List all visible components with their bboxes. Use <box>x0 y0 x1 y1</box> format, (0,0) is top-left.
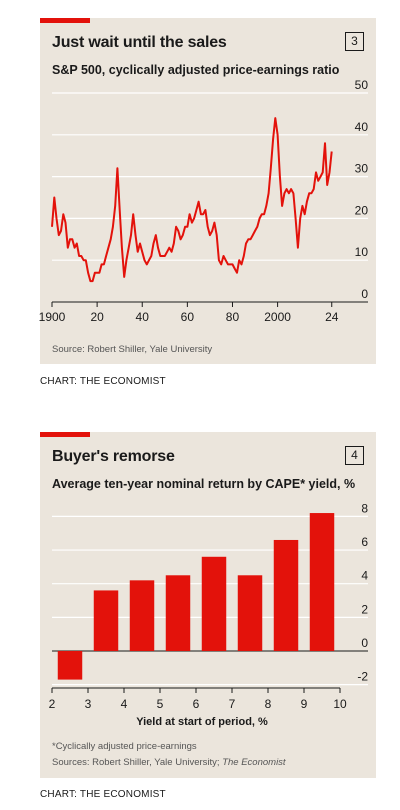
y-tick-label: 6 <box>361 535 368 549</box>
red-tab <box>40 18 90 23</box>
x-tick-label: 2000 <box>264 310 291 324</box>
chart-subtitle: Average ten-year nominal return by CAPE*… <box>52 477 356 491</box>
bar <box>129 580 155 651</box>
red-tab <box>40 432 90 437</box>
y-tick-label: 30 <box>355 162 369 176</box>
chart-panel-2: Buyer's remorse 4 Average ten-year nomin… <box>40 432 376 778</box>
x-tick-label: 40 <box>136 310 150 324</box>
x-axis-label: Yield at start of period, % <box>136 716 268 728</box>
x-tick-label: 10 <box>333 697 347 711</box>
chart-number: 4 <box>345 446 364 465</box>
chart-title: Just wait until the sales <box>52 34 227 51</box>
x-tick-label: 60 <box>181 310 195 324</box>
chart-subtitle: S&P 500, cyclically adjusted price-earni… <box>52 63 340 77</box>
chart-credit: CHART: THE ECONOMIST <box>40 789 166 800</box>
x-tick-label: 8 <box>265 697 272 711</box>
y-tick-label: 2 <box>361 602 368 616</box>
chart-panel-1: Just wait until the sales 3 S&P 500, cyc… <box>39 18 376 364</box>
x-tick-label: 1900 <box>39 310 66 324</box>
bar <box>57 650 83 680</box>
line-chart: 0 10 20 30 40 50 1900 20 40 60 80 2000 24 <box>39 78 369 324</box>
x-tick-label: 9 <box>301 697 308 711</box>
chart-number: 3 <box>345 32 364 51</box>
bar <box>237 575 263 651</box>
chart-title: Buyer's remorse <box>52 448 175 465</box>
y-tick-label: 0 <box>361 287 368 301</box>
bar <box>201 556 227 651</box>
cape-series-line <box>51 117 333 283</box>
y-tick-label: 4 <box>361 569 368 583</box>
bar <box>93 590 119 651</box>
x-tick-label: 6 <box>193 697 200 711</box>
y-tick-label: 50 <box>355 78 369 92</box>
x-tick-label: 24 <box>325 310 339 324</box>
y-tick-label: 8 <box>361 501 368 515</box>
y-tick-label: 0 <box>361 636 368 650</box>
x-tick-label: 3 <box>85 697 92 711</box>
y-tick-label: 10 <box>355 245 369 259</box>
y-tick-label: 20 <box>355 203 369 217</box>
x-tick-label: 20 <box>90 310 104 324</box>
y-tick-label: 40 <box>355 120 369 134</box>
x-tick-label: 7 <box>229 697 236 711</box>
chart-sources: Sources: Robert Shiller, Yale University… <box>52 757 286 768</box>
sources-text: Sources: Robert Shiller, Yale University… <box>52 757 223 768</box>
x-tick-label: 4 <box>121 697 128 711</box>
chart-credit: CHART: THE ECONOMIST <box>40 376 166 387</box>
bar <box>309 513 335 651</box>
x-tick-label: 2 <box>49 697 56 711</box>
bar <box>165 575 191 651</box>
bar <box>273 539 299 651</box>
y-tick-label: -2 <box>357 670 368 684</box>
bar-chart: -2 0 2 4 6 8 2 3 4 5 6 7 8 9 10 Yield at start of perio… <box>49 501 369 728</box>
chart-source: Source: Robert Shiller, Yale University <box>52 344 213 355</box>
x-tick-label: 5 <box>157 697 164 711</box>
chart-footnote: *Cyclically adjusted price-earnings <box>52 741 197 752</box>
sources-italic: The Economist <box>222 757 286 768</box>
x-tick-label: 80 <box>226 310 240 324</box>
